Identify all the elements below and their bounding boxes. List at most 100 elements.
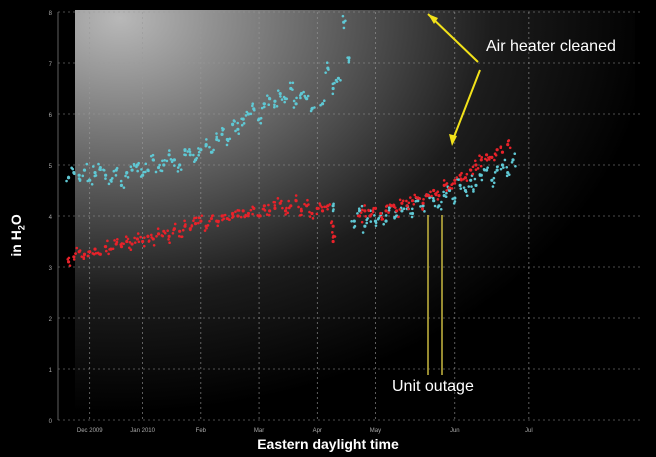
- data-point: [500, 163, 505, 167]
- data-point: [478, 174, 482, 177]
- data-point: [307, 203, 310, 206]
- data-point: [433, 204, 437, 208]
- data-point: [136, 232, 140, 235]
- data-point: [495, 148, 499, 152]
- data-point: [103, 245, 107, 248]
- data-point: [393, 215, 396, 219]
- data-point: [156, 227, 160, 231]
- data-point: [184, 223, 187, 226]
- data-point: [197, 153, 200, 157]
- data-point: [492, 181, 496, 185]
- data-point: [136, 169, 139, 173]
- data-point: [458, 173, 462, 177]
- data-point: [421, 208, 424, 211]
- data-point: [508, 146, 512, 150]
- data-point: [122, 242, 125, 246]
- data-point: [110, 177, 114, 180]
- data-point: [298, 94, 302, 97]
- data-point: [163, 158, 166, 162]
- data-point: [511, 158, 515, 162]
- data-point: [197, 216, 201, 220]
- data-point: [397, 215, 400, 219]
- annotation-lines: [427, 13, 481, 375]
- data-point: [273, 204, 277, 207]
- data-point: [77, 173, 81, 177]
- data-point: [128, 246, 131, 250]
- data-point: [116, 238, 119, 241]
- data-point: [139, 235, 142, 239]
- data-point: [453, 196, 457, 200]
- data-point: [363, 209, 367, 213]
- data-point: [317, 207, 320, 210]
- data-point: [273, 200, 277, 204]
- data-point: [334, 78, 338, 82]
- data-point: [126, 176, 130, 179]
- data-point: [104, 173, 108, 177]
- data-point: [263, 209, 267, 212]
- data-point: [176, 170, 180, 173]
- data-point: [388, 203, 392, 206]
- data-point: [258, 214, 262, 217]
- data-point: [439, 207, 443, 211]
- data-point: [346, 56, 349, 59]
- data-point: [484, 153, 489, 157]
- data-point: [135, 237, 139, 241]
- data-point: [418, 197, 422, 200]
- data-point: [480, 178, 484, 182]
- data-point: [221, 214, 225, 217]
- y-tick-label: 8: [49, 11, 53, 17]
- data-point: [133, 164, 136, 167]
- data-point: [460, 171, 463, 175]
- data-point: [292, 106, 296, 109]
- data-point: [331, 209, 335, 213]
- data-point: [323, 205, 326, 209]
- data-point: [493, 158, 496, 162]
- data-point: [297, 205, 300, 209]
- data-point: [492, 176, 496, 180]
- data-point: [180, 235, 183, 239]
- data-point: [195, 156, 199, 160]
- data-point: [326, 207, 329, 211]
- data-point: [68, 264, 72, 267]
- data-point: [135, 165, 138, 169]
- data-point: [183, 153, 186, 156]
- data-point: [108, 248, 111, 251]
- data-point: [361, 231, 365, 234]
- data-point: [294, 194, 298, 197]
- data-point: [140, 168, 143, 171]
- data-point: [205, 138, 208, 141]
- data-point: [331, 224, 335, 228]
- data-point: [341, 14, 345, 18]
- data-point: [473, 177, 477, 181]
- air-heater-arrowhead-2: [449, 134, 457, 146]
- data-point: [480, 155, 484, 159]
- data-point: [331, 231, 334, 234]
- data-point: [430, 194, 433, 198]
- data-point: [223, 213, 227, 217]
- data-point: [292, 99, 296, 103]
- data-point: [129, 165, 133, 169]
- data-point: [273, 105, 276, 109]
- data-point: [410, 215, 414, 219]
- data-point: [400, 209, 403, 212]
- data-point: [227, 218, 231, 221]
- data-point: [455, 176, 459, 179]
- data-point: [85, 162, 89, 166]
- data-point: [339, 78, 342, 82]
- data-point: [167, 238, 170, 241]
- data-point: [285, 206, 288, 210]
- data-point: [288, 81, 292, 85]
- data-point: [245, 110, 249, 114]
- data-point: [324, 71, 327, 74]
- data-point: [310, 211, 314, 216]
- data-point: [275, 104, 279, 108]
- data-point: [160, 234, 164, 237]
- data-point: [331, 239, 335, 244]
- data-point: [234, 210, 237, 214]
- data-point: [468, 168, 472, 171]
- data-point: [393, 206, 397, 209]
- data-point: [256, 214, 259, 217]
- data-point: [436, 205, 440, 209]
- data-point: [163, 231, 167, 235]
